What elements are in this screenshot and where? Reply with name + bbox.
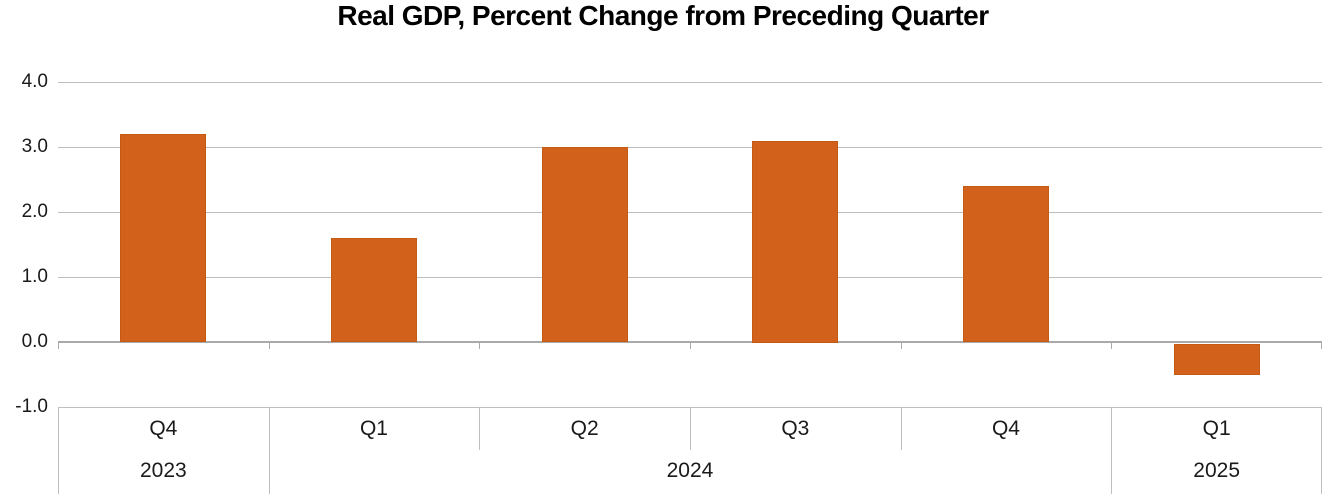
quarter-divider xyxy=(901,407,902,450)
axis-tick xyxy=(269,343,270,349)
y-tick-label: 3.0 xyxy=(21,136,48,157)
x-quarter-label: Q2 xyxy=(570,417,599,440)
bar xyxy=(120,134,206,342)
axis-tick xyxy=(58,343,59,349)
x-year-label: 2025 xyxy=(1193,459,1241,482)
year-divider xyxy=(269,407,270,494)
x-quarter-label: Q4 xyxy=(149,417,178,440)
x-year-label: 2024 xyxy=(666,459,714,482)
quarter-divider xyxy=(479,407,480,450)
y-tick-label: 4.0 xyxy=(21,71,48,92)
y-tick-label: -1.0 xyxy=(15,396,48,417)
chart-title: Real GDP, Percent Change from Preceding … xyxy=(337,0,989,31)
bar xyxy=(1174,344,1260,375)
x-quarter-label: Q3 xyxy=(781,417,810,440)
year-divider xyxy=(1111,407,1112,494)
x-year-label: 2023 xyxy=(139,459,187,482)
bar xyxy=(752,140,838,343)
quarter-divider xyxy=(690,407,691,450)
axis-tick xyxy=(690,343,691,349)
y-tick-label: 2.0 xyxy=(21,201,48,222)
y-tick-label: 0.0 xyxy=(21,331,48,352)
axis-tick xyxy=(1321,343,1322,349)
gridline xyxy=(58,82,1322,83)
gridline xyxy=(58,147,1322,148)
bar xyxy=(542,147,628,342)
axis-tick xyxy=(479,343,480,349)
axis-tick xyxy=(901,343,902,349)
axis-tick xyxy=(1111,343,1112,349)
bar xyxy=(963,186,1049,342)
x-quarter-label: Q4 xyxy=(991,417,1020,440)
x-quarter-label: Q1 xyxy=(359,417,388,440)
zero-axis-line xyxy=(58,341,1322,343)
bar xyxy=(331,238,417,342)
y-tick-label: 1.0 xyxy=(21,266,48,287)
year-divider xyxy=(1321,407,1322,494)
year-divider xyxy=(58,407,59,494)
plot-area xyxy=(58,82,1322,407)
gridline xyxy=(58,212,1322,213)
gridline xyxy=(58,277,1322,278)
x-quarter-label: Q1 xyxy=(1202,417,1231,440)
